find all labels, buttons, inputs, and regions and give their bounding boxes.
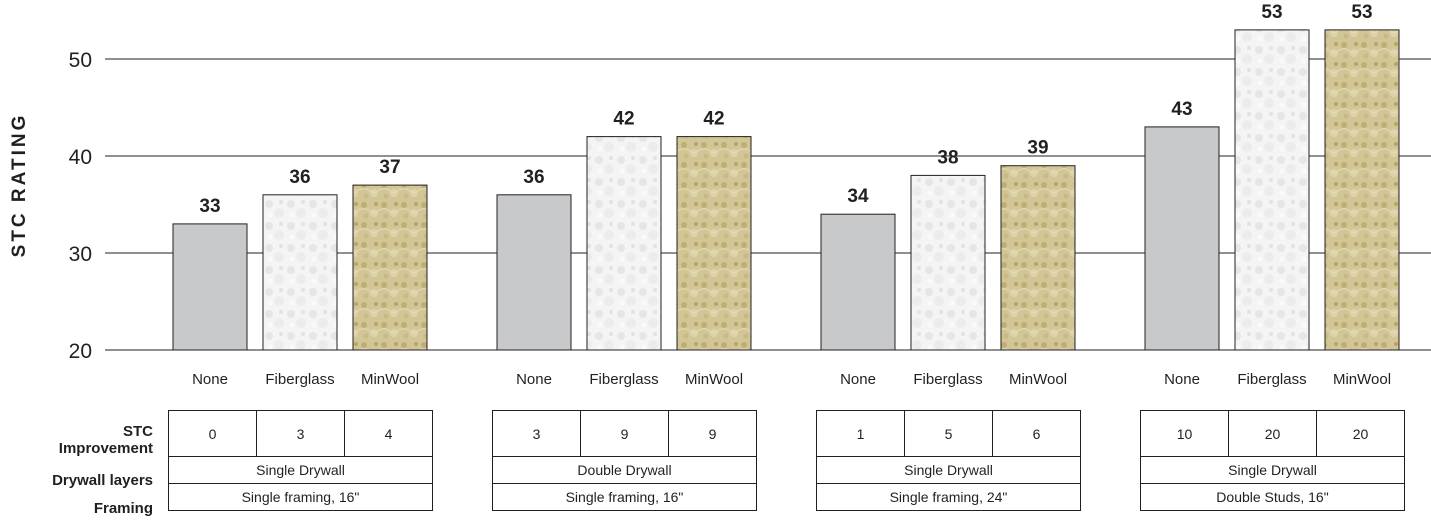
data-label: 36 (289, 167, 310, 188)
x-category-label: MinWool (361, 371, 419, 388)
bar-fiberglass-group-2 (586, 136, 662, 351)
drywall-layers-cell: Double Drywall (492, 456, 757, 484)
x-category-label: None (192, 371, 228, 388)
data-label: 42 (703, 109, 724, 130)
x-category-label: None (516, 371, 552, 388)
stc-improvement-cell: 20 (1228, 410, 1317, 457)
row-label-drywall-layers: Drywall layers (52, 472, 153, 489)
data-label: 33 (199, 196, 220, 217)
data-label: 39 (1027, 138, 1048, 159)
framing-cell: Double Studs, 16" (1140, 483, 1405, 511)
stc-improvement-cell: 3 (492, 410, 581, 457)
x-category-label: None (840, 371, 876, 388)
config-table-group-3: 1 5 6 Single Drywall Single framing, 24" (816, 410, 1081, 511)
x-category-label: MinWool (685, 371, 743, 388)
bar-none-group-2 (496, 194, 572, 351)
stc-improvement-cell: 0 (168, 410, 257, 457)
bar-none-group-1 (172, 223, 248, 351)
bar-minwool-group-1 (352, 184, 428, 351)
y-axis-label: STC RATING (6, 75, 34, 295)
x-category-label: Fiberglass (265, 371, 334, 388)
x-axis-category-labels: None Fiberglass MinWool None Fiberglass MinWo… (192, 371, 1391, 388)
stc-improvement-cell: 9 (580, 410, 669, 457)
bar-none-group-3 (820, 213, 896, 351)
data-label: 36 (523, 167, 544, 188)
framing-cell: Single framing, 24" (816, 483, 1081, 511)
data-label: 53 (1261, 2, 1282, 23)
y-axis-ticks: 20 30 40 50 (69, 49, 92, 363)
drywall-layers-cell: Single Drywall (168, 456, 433, 484)
y-tick-label-20: 20 (69, 340, 92, 363)
bars (172, 29, 1400, 351)
bar-fiberglass-group-4 (1234, 29, 1310, 351)
bar-minwool-group-2 (676, 136, 752, 351)
config-table-group-2: 3 9 9 Double Drywall Single framing, 16" (492, 410, 757, 511)
x-category-label: Fiberglass (589, 371, 658, 388)
data-label: 34 (847, 186, 869, 207)
framing-cell: Single framing, 16" (492, 483, 757, 511)
stc-improvement-cell: 1 (816, 410, 905, 457)
config-table-group-4: 10 20 20 Single Drywall Double Studs, 16" (1140, 410, 1405, 511)
data-label: 38 (937, 147, 958, 168)
x-category-label: Fiberglass (913, 371, 982, 388)
bar-minwool-group-4 (1324, 29, 1400, 351)
x-category-label: Fiberglass (1237, 371, 1306, 388)
data-label: 42 (613, 109, 634, 130)
drywall-layers-cell: Single Drywall (1140, 456, 1405, 484)
y-tick-label-40: 40 (69, 146, 92, 169)
stc-improvement-cell: 4 (344, 410, 433, 457)
stc-improvement-cell: 20 (1316, 410, 1405, 457)
x-category-label: MinWool (1333, 371, 1391, 388)
row-label-framing: Framing (93, 500, 153, 517)
config-table-group-1: 0 3 4 Single Drywall Single framing, 16" (168, 410, 433, 511)
row-label-stc-improvement: STC Improvement (0, 423, 153, 457)
data-label: 37 (379, 157, 400, 178)
y-axis-label-text: STC RATING (9, 112, 30, 258)
drywall-layers-cell: Single Drywall (816, 456, 1081, 484)
stc-improvement-cell: 5 (904, 410, 993, 457)
stc-improvement-cell: 6 (992, 410, 1081, 457)
stc-improvement-cell: 9 (668, 410, 757, 457)
stc-improvement-cell: 3 (256, 410, 345, 457)
stc-improvement-cell: 10 (1140, 410, 1229, 457)
x-category-label: MinWool (1009, 371, 1067, 388)
data-label: 43 (1171, 99, 1192, 120)
data-label: 53 (1351, 2, 1372, 23)
row-label-stc-line2: Improvement (58, 440, 153, 457)
data-labels: 33 36 37 36 42 42 34 38 39 43 53 53 (199, 2, 1372, 217)
y-tick-label-50: 50 (69, 49, 92, 72)
bar-fiberglass-group-3 (910, 174, 986, 351)
bar-minwool-group-3 (1000, 165, 1076, 351)
y-tick-label-30: 30 (69, 243, 92, 266)
bar-none-group-4 (1144, 126, 1220, 351)
framing-cell: Single framing, 16" (168, 483, 433, 511)
row-label-stc-line1: STC (123, 423, 153, 440)
bar-fiberglass-group-1 (262, 194, 338, 351)
x-category-label: None (1164, 371, 1200, 388)
